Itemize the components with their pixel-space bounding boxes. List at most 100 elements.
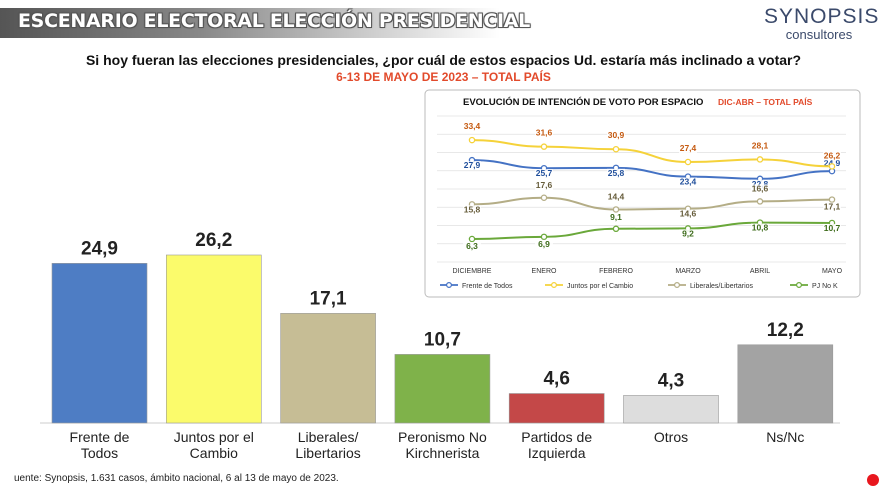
inset-label-bg: [463, 161, 481, 171]
bar-value-label: 12,2: [767, 320, 804, 341]
bar-4: [508, 393, 605, 424]
survey-date: 6-13 DE MAYO DE 2023 – TOTAL PAÍS: [336, 70, 551, 84]
inset-point: [540, 143, 548, 150]
bar-category-label: Frente de: [70, 429, 130, 445]
inset-label-bg: [679, 177, 697, 187]
inset-subtitle: DIC-ABR – TOTAL PAÍS: [718, 97, 813, 107]
bar-category-label: Peronismo No: [398, 429, 487, 445]
inset-label-bg: [535, 128, 553, 138]
legend-swatch-marker: [446, 282, 453, 289]
inset-data-label: 9,2: [682, 228, 694, 238]
inset-data-label: 14,4: [608, 191, 625, 201]
legend-swatch-marker: [795, 282, 802, 289]
bar-2: [280, 313, 376, 424]
inset-label-bg: [751, 141, 769, 151]
inset-label-bg: [535, 169, 553, 179]
inset-data-label: 6,9: [538, 239, 550, 249]
inset-data-label: 9,1: [610, 212, 622, 222]
inset-label-bg: [463, 122, 481, 132]
bar-0: [51, 263, 148, 424]
inset-data-label: 24,9: [824, 158, 841, 168]
inset-data-label: 25,8: [608, 168, 625, 178]
bar-category-label: Cambio: [190, 445, 238, 461]
inset-series-line-2: [471, 196, 833, 211]
inset-x-tick-label: MAYO: [822, 268, 843, 275]
bar-1: [166, 254, 262, 424]
bar-value-label: 17,1: [310, 288, 347, 309]
bar-category-label: Izquierda: [528, 445, 586, 461]
inset-label-bg: [679, 229, 697, 239]
inset-point: [828, 196, 836, 203]
inset-label-bg: [607, 212, 625, 222]
inset-point: [612, 225, 620, 233]
bar-value-label: 4,3: [658, 370, 684, 391]
inset-data-label: 23,4: [680, 177, 697, 187]
inset-point: [468, 136, 476, 144]
legend-entry-label: Frente de Todos: [462, 283, 513, 290]
inset-series-line-0: [471, 159, 833, 180]
recording-dot: [867, 474, 879, 486]
inset-point: [612, 206, 620, 213]
inset-data-label: 10,7: [824, 223, 841, 233]
inset-title: EVOLUCIÓN DE INTENCIÓN DE VOTO POR ESPAC…: [463, 96, 703, 108]
inset-data-label: 27,4: [680, 143, 697, 153]
inset-label-bg: [823, 202, 841, 212]
inset-point: [540, 233, 548, 241]
inset-point: [828, 163, 836, 170]
legend-entry-label: Liberales/Libertarios: [690, 283, 754, 290]
survey-question: Si hoy fueran las elecciones presidencia…: [85, 52, 802, 68]
inset-x-tick-label: DICIEMBRE: [453, 268, 492, 275]
inset-x-tick-label: ENERO: [532, 268, 557, 275]
bar-category-label: Partidos de: [521, 429, 592, 445]
banner-title: ESCENARIO ELECTORAL ELECCIÓN PRESIDENCIA…: [18, 10, 530, 32]
inset-label-bg: [823, 223, 841, 233]
bar-3: [394, 354, 491, 424]
inset-data-label: 15,8: [464, 204, 481, 214]
inset-label-bg: [463, 242, 481, 252]
logo-subtitle: consultores: [785, 27, 853, 42]
inset-label-bg: [535, 239, 553, 249]
inset-label-bg: [607, 131, 625, 141]
bar-value-label: 24,9: [81, 238, 118, 259]
inset-x-tick-label: FEBRERO: [599, 268, 633, 275]
inset-data-label: 26,2: [824, 150, 841, 160]
bar-5: [623, 395, 719, 424]
inset-label-bg: [679, 143, 697, 153]
inset-data-label: 31,6: [536, 128, 553, 138]
legend-entry-label: PJ No K: [812, 283, 838, 290]
inset-label-bg: [463, 205, 481, 215]
logo-name: SYNOPSIS: [764, 5, 880, 28]
bar-category-label: Otros: [654, 429, 688, 445]
inset-point: [756, 198, 764, 205]
inset-label-bg: [823, 151, 841, 161]
inset-data-label: 14,6: [680, 209, 697, 219]
bar-value-label: 10,7: [424, 329, 461, 350]
inset-label-bg: [535, 180, 553, 190]
legend-entry-label: Juntos por el Cambio: [567, 283, 633, 290]
inset-point: [540, 194, 548, 202]
inset-x-tick-label: ABRIL: [750, 268, 770, 275]
inset-data-label: 28,1: [752, 140, 769, 150]
inset-label-bg: [751, 179, 769, 189]
inset-frame: [424, 89, 861, 298]
legend-swatch-marker: [550, 282, 557, 289]
bar-category-label: Todos: [81, 445, 118, 461]
inset-data-label: 27,9: [464, 160, 481, 170]
inset-data-label: 17,1: [824, 202, 841, 212]
bar-category-label: Kirchnerista: [405, 445, 479, 461]
inset-data-label: 25,7: [536, 168, 553, 178]
bar-6: [737, 344, 834, 424]
inset-label-bg: [679, 209, 697, 219]
inset-label-bg: [751, 223, 769, 233]
inset-data-label: 16,6: [752, 183, 769, 193]
inset-data-label: 22,8: [752, 179, 769, 189]
bar-category-label: Liberales/: [298, 429, 359, 445]
inset-label-bg: [751, 184, 769, 194]
bar-category-label: Juntos por el: [174, 429, 254, 445]
bar-value-label: 26,2: [195, 230, 232, 251]
bar-category-label: Libertarios: [295, 445, 360, 461]
inset-point: [756, 156, 764, 163]
inset-x-tick-label: MARZO: [675, 268, 701, 275]
inset-point: [684, 158, 692, 166]
